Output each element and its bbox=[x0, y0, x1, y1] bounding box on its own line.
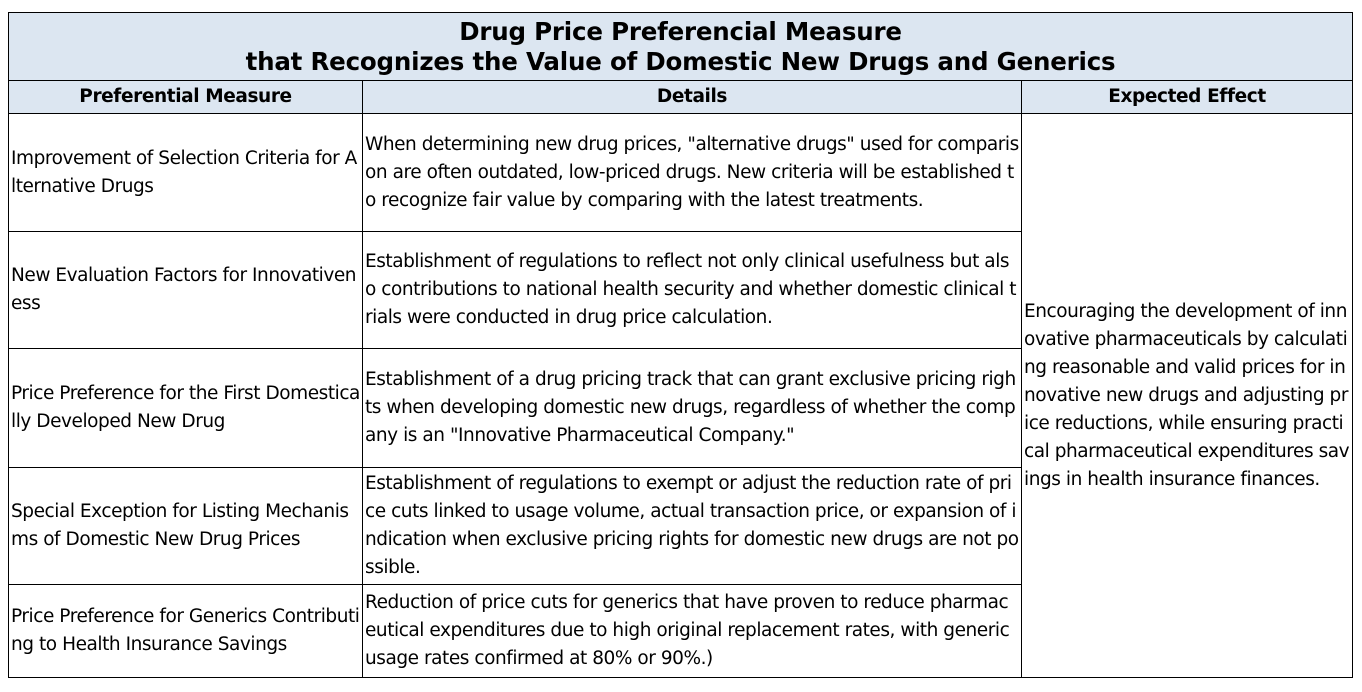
policy-table-sheet: Drug Price Preferencial Measure that Rec… bbox=[7, 12, 1354, 684]
column-header-details: Details bbox=[362, 80, 1022, 114]
column-header-effect: Expected Effect bbox=[1020, 80, 1354, 114]
drug-price-measure-table: Drug Price Preferencial Measure that Rec… bbox=[7, 12, 1354, 678]
header-row: Preferential Measure Details Expected Ef… bbox=[8, 80, 1354, 114]
measure-cell: New Evaluation Factors for Innovativenes… bbox=[8, 231, 363, 349]
measure-cell: Price Preference for Generics Contributi… bbox=[8, 584, 363, 678]
table-title: Drug Price Preferencial Measure that Rec… bbox=[7, 12, 1354, 81]
column-header-measure: Preferential Measure bbox=[8, 80, 363, 114]
details-cell: Establishment of regulations to exempt o… bbox=[362, 467, 1022, 585]
table-row: Improvement of Selection Criteria for Al… bbox=[8, 113, 1354, 678]
details-cell: Establishment of regulations to reflect … bbox=[362, 231, 1022, 349]
details-cell: Establishment of a drug pricing track th… bbox=[362, 348, 1022, 468]
table-row: Price Preference for Generics Contributi… bbox=[8, 584, 1353, 678]
details-cell: When determining new drug prices, "alter… bbox=[362, 113, 1022, 232]
table-title-line-2: that Recognizes the Value of Domestic Ne… bbox=[245, 46, 1116, 76]
measure-cell: Special Exception for Listing Mechanisms… bbox=[8, 467, 363, 585]
details-cell: Reduction of price cuts for generics tha… bbox=[362, 584, 1022, 678]
table-title-line-1: Drug Price Preferencial Measure bbox=[459, 16, 902, 46]
table-row: Special Exception for Listing Mechanisms… bbox=[8, 467, 1353, 585]
title-row: Drug Price Preferencial Measure that Rec… bbox=[7, 12, 1354, 81]
table-row: Price Preference for the First Domestica… bbox=[8, 348, 1353, 468]
table-row: New Evaluation Factors for Innovativenes… bbox=[8, 231, 1353, 349]
measure-cell: Price Preference for the First Domestica… bbox=[8, 348, 363, 468]
measure-cell: Improvement of Selection Criteria for Al… bbox=[8, 113, 363, 232]
expected-effect-cell: Encouraging the development of innovativ… bbox=[1020, 113, 1354, 678]
